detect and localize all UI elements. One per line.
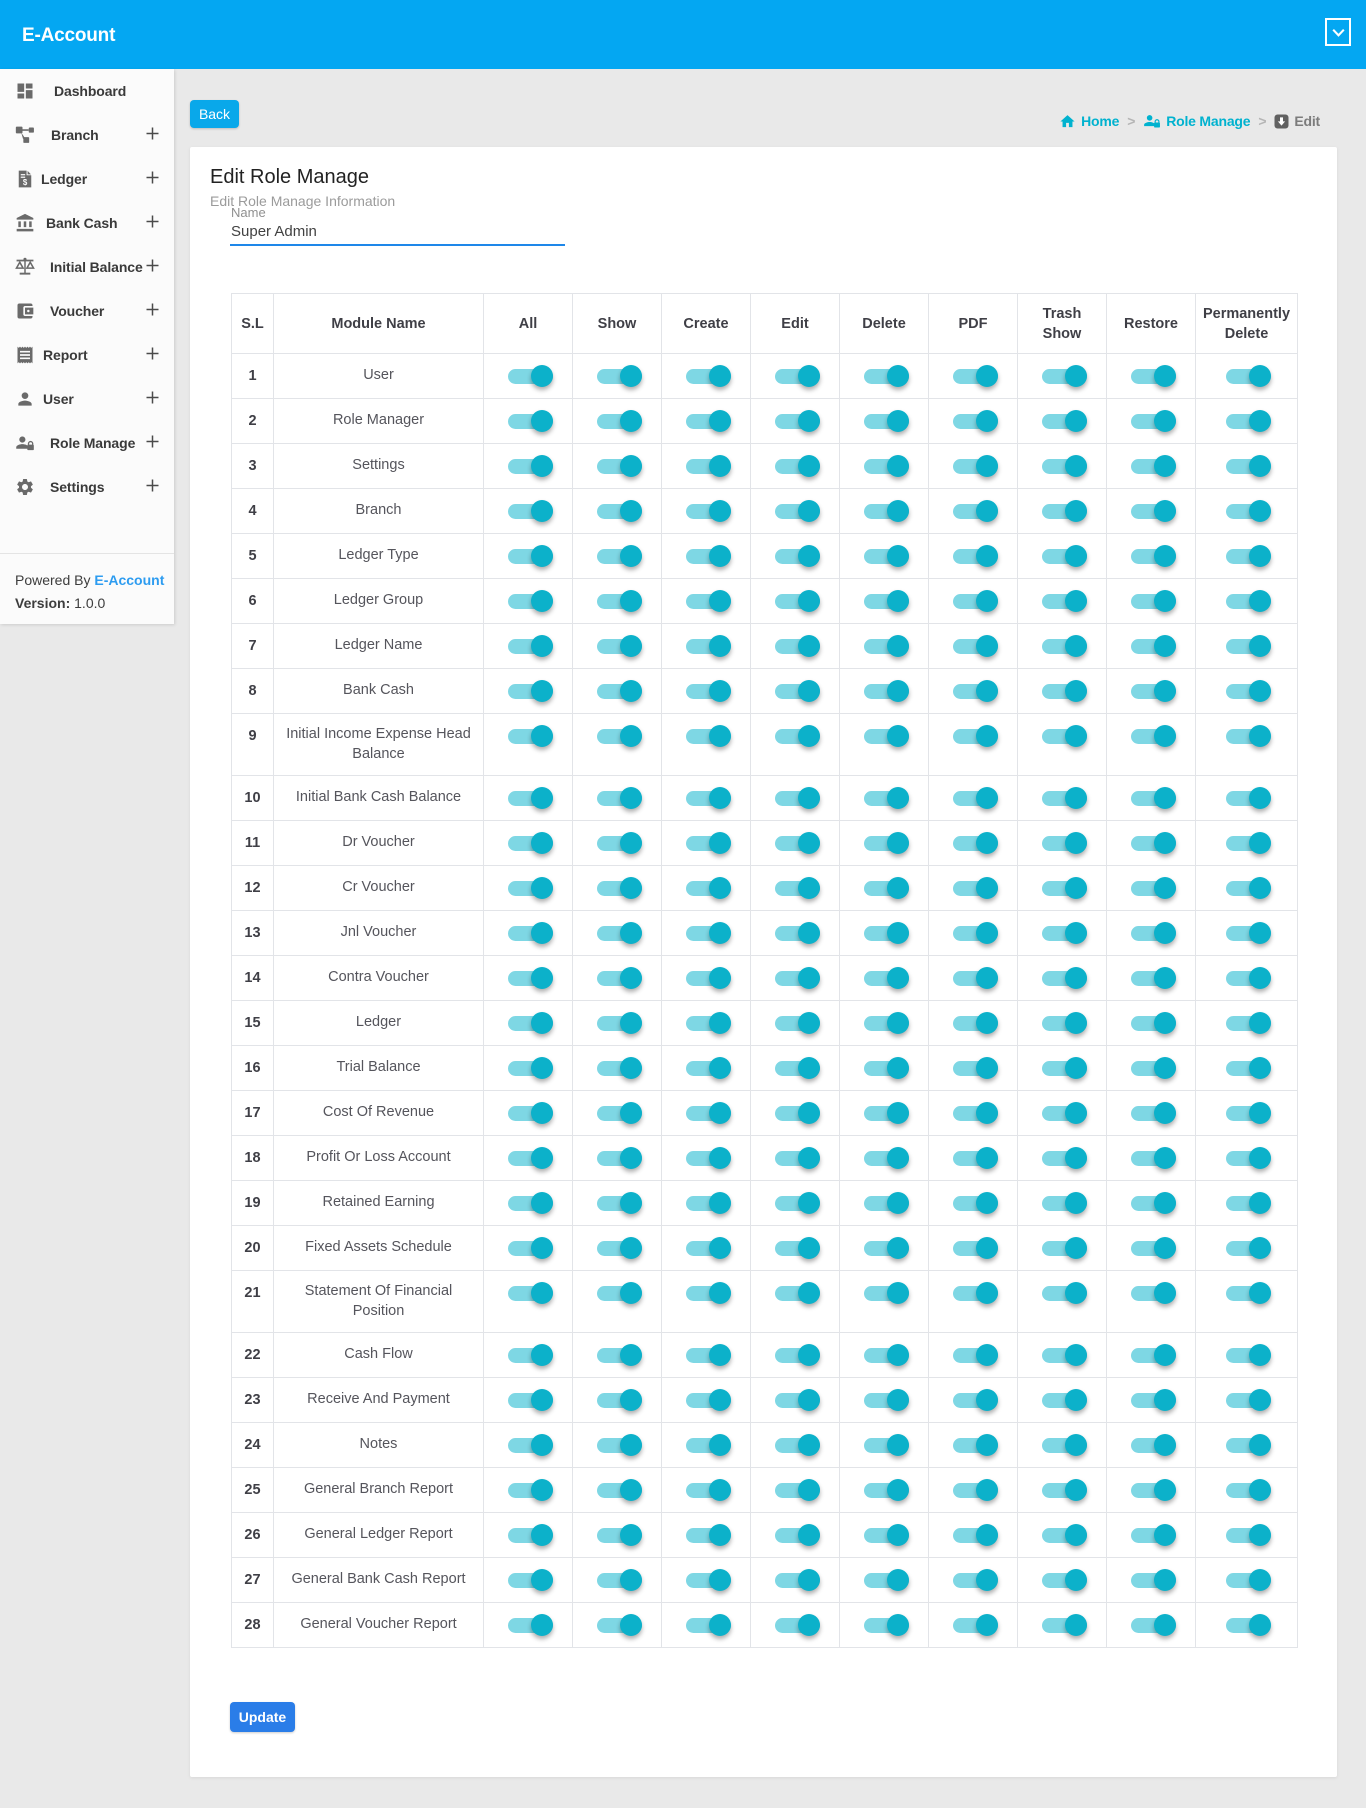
svg-text:$: $ bbox=[23, 178, 28, 187]
